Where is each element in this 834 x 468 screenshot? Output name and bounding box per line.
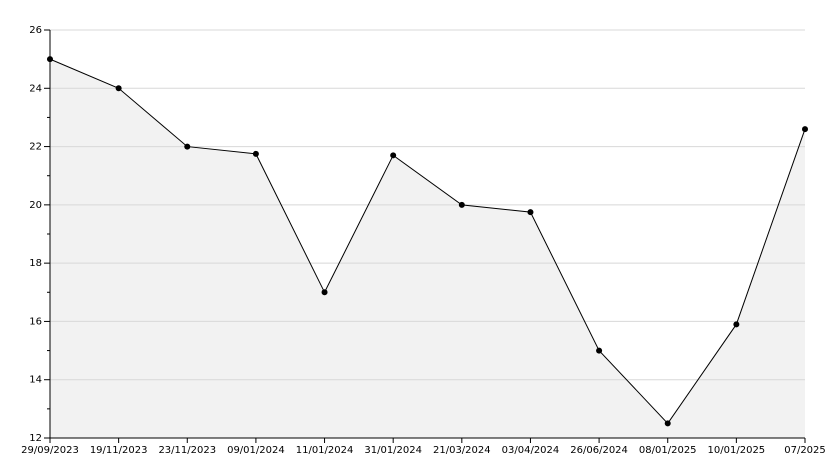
x-tick-label: 29/09/2023	[21, 445, 79, 456]
point	[527, 209, 534, 216]
x-tick-label: 09/01/2024	[227, 445, 285, 456]
point	[390, 152, 397, 159]
point	[115, 85, 122, 92]
x-tick-label: 08/01/2025	[639, 445, 697, 456]
point	[47, 56, 53, 63]
x-tick-label: 26/06/2024	[570, 445, 628, 456]
point	[664, 420, 671, 427]
y-tick-label: 16	[29, 316, 42, 327]
area	[50, 59, 805, 439]
point	[458, 201, 465, 208]
x-tick-label: 23/11/2023	[158, 445, 216, 456]
x-tick-label: 21/03/2024	[433, 445, 491, 456]
x-tick-label: 11/01/2024	[296, 445, 354, 456]
point	[802, 126, 808, 133]
x-tick-label: 19/11/2023	[90, 445, 148, 456]
point	[596, 347, 603, 354]
x-tick-label: 07/2025	[784, 445, 826, 456]
y-tick-label: 26	[29, 25, 42, 36]
y-tick-label: 20	[29, 200, 42, 211]
point	[321, 289, 328, 296]
point	[733, 321, 740, 328]
x-tick-label: 03/04/2024	[502, 445, 560, 456]
y-tick-label: 18	[29, 258, 42, 269]
y-tick-label: 22	[29, 142, 42, 153]
y-tick-label: 24	[29, 83, 42, 94]
x-tick-label: 10/01/2025	[708, 445, 766, 456]
point	[184, 143, 191, 150]
point	[252, 150, 259, 157]
y-tick-label: 12	[29, 433, 42, 444]
x-tick-label: 31/01/2024	[364, 445, 422, 456]
line	[49, 58, 806, 425]
y-tick-label: 14	[29, 375, 42, 386]
